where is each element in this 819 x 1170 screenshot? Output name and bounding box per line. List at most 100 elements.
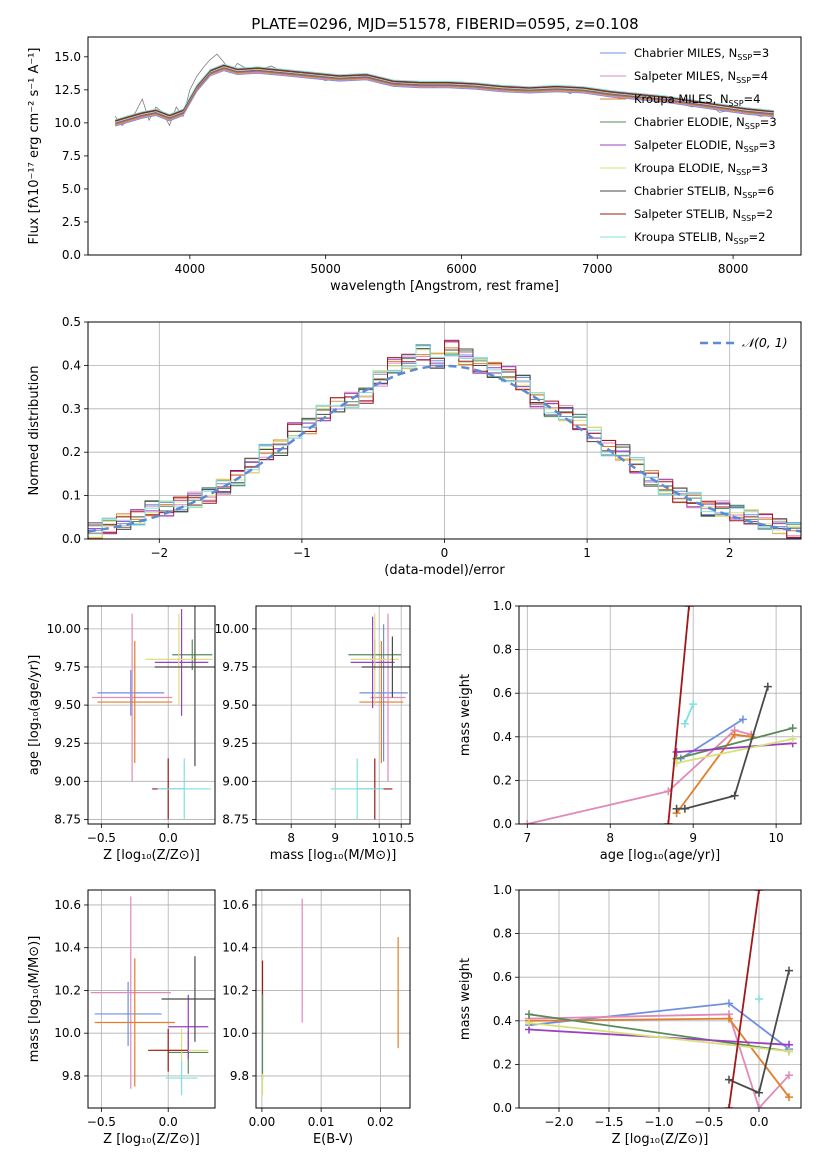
model-spectrum-line xyxy=(115,69,774,126)
weight-marker xyxy=(672,804,681,813)
legend-subscript: SSP xyxy=(742,191,757,200)
weight-line xyxy=(528,1022,790,1053)
weight-marker xyxy=(785,966,793,975)
tick-label-y: 9.25 xyxy=(222,736,249,750)
tick-label-y: 9.50 xyxy=(222,698,249,712)
tick-label-y: 10.00 xyxy=(215,622,249,636)
tick-label-x: 0.01 xyxy=(308,1115,335,1129)
model-spectrum-line xyxy=(115,70,774,127)
axis-label-y: mass weight xyxy=(458,674,473,756)
axis-label-x: E(B-V) xyxy=(313,1132,353,1147)
tick-label-y: 12.5 xyxy=(54,83,81,97)
axis-label-y: Flux [fλ10⁻¹⁷ erg cm⁻² s⁻¹ A⁻¹] xyxy=(27,48,42,245)
axes-frame xyxy=(87,321,802,540)
tick-label-x: 0.0 xyxy=(159,1115,178,1129)
tick-label-x: 2 xyxy=(726,546,734,560)
tick-label-y: 0.1 xyxy=(62,489,81,503)
tick-label-x: 9 xyxy=(689,831,697,845)
tick-label-x: −0.5 xyxy=(87,831,116,845)
tick-label-y: 0.0 xyxy=(493,1101,512,1115)
plot-area xyxy=(523,606,797,824)
tick-label-y: 10.0 xyxy=(54,116,81,130)
tick-label-y: 9.8 xyxy=(62,1069,81,1083)
weight-marker xyxy=(730,730,739,739)
weight-marker xyxy=(672,748,681,757)
axis-label-x: Z [log₁₀(Z/Z⊙)] xyxy=(103,848,200,863)
tick-label-x: −1.0 xyxy=(644,1115,673,1129)
tick-label-x: 10.5 xyxy=(388,831,415,845)
tick-label-y: 10.00 xyxy=(47,622,81,636)
panel-spectrum: 4000 5000 6000 7000 8000 0.0 2.5 5.0 7.5 10.0 12.5… xyxy=(27,36,802,294)
tick-label-y: 0.4 xyxy=(62,358,81,372)
axis-label-y: age [log₁₀(age/yr)] xyxy=(27,655,42,776)
tick-label-y: 9.00 xyxy=(54,774,81,788)
tick-label-y: 5.0 xyxy=(62,182,81,196)
tick-label-x: 10 xyxy=(372,831,387,845)
tick-label-x: 0.0 xyxy=(749,1115,768,1129)
tick-label-x: 8 xyxy=(606,831,614,845)
axis-label-y: mass [log₁₀(M/M⊙)] xyxy=(27,936,42,1063)
tick-label-x: 0 xyxy=(441,546,449,560)
weight-marker xyxy=(525,1018,533,1027)
normal-curve xyxy=(88,364,801,533)
legend-entry: Salpeter ELODIE, NSSP=3 xyxy=(634,138,776,154)
model-spectrum-line xyxy=(115,68,774,125)
weight-marker xyxy=(730,791,739,800)
tick-label-y: 0.4 xyxy=(493,1014,512,1028)
legend-entry-value: =3 xyxy=(751,161,768,175)
weight-marker xyxy=(785,1047,793,1056)
weight-marker xyxy=(725,1075,733,1084)
tick-label-y: 15.0 xyxy=(54,50,81,64)
legend-subscript: SSP xyxy=(744,145,759,154)
weight-marker xyxy=(755,890,763,894)
legend-entry: Salpeter MILES, NSSP=4 xyxy=(634,69,768,85)
weight-marker xyxy=(664,820,673,824)
weight-marker xyxy=(525,1010,533,1019)
tick-label-y: 10.6 xyxy=(222,898,249,912)
tick-label-x: 10 xyxy=(768,831,783,845)
panel-residuals: −2 −1 0 1 2 0.0 0.1 0.2 0.3 0.4 0.5 (data-model)/er… xyxy=(27,315,802,578)
tick-label-y: 0.0 xyxy=(493,817,512,831)
tick-label-y: 0.6 xyxy=(493,686,512,700)
axis-label-y: Normed distribution xyxy=(27,366,42,496)
tick-label-y: 8.75 xyxy=(54,812,81,826)
panel-weight_vs_age: 7 8 9 10 0.0 0.2 0.4 0.6 0.8 1.0 age [log₁₀(age/yr… xyxy=(458,599,802,863)
model-spectrum-line xyxy=(115,64,774,121)
axes-frame xyxy=(255,889,411,1109)
tick-label-x: 1 xyxy=(583,546,591,560)
panel-mass_vs_EBV: 0.00 0.01 0.02 9.8 10.0 10.2 10.4 10.6 E(B-V) xyxy=(222,889,411,1147)
plot-area xyxy=(88,339,801,539)
axis-label-x: (data-model)/error xyxy=(384,563,505,578)
tick-label-y: 0.8 xyxy=(493,927,512,941)
model-spectrum-line xyxy=(115,66,774,124)
tick-label-x: −1 xyxy=(293,546,311,560)
plot-area xyxy=(525,890,793,1108)
tick-label-y: 9.8 xyxy=(230,1069,249,1083)
weight-marker xyxy=(755,1088,763,1097)
tick-label-y: 0.2 xyxy=(493,1057,512,1071)
weight-marker xyxy=(685,606,694,610)
legend-entry: Kroupa ELODIE, NSSP=3 xyxy=(634,161,768,177)
axes-frame xyxy=(87,605,216,825)
tick-label-y: 10.4 xyxy=(222,941,249,955)
weight-line xyxy=(676,686,769,810)
tick-label-x: 0.0 xyxy=(159,831,178,845)
legend-subscript: SSP xyxy=(737,53,752,62)
weight-marker xyxy=(680,719,689,728)
legend-subscript: SSP xyxy=(745,122,760,131)
weight-line xyxy=(684,703,695,725)
axes-frame xyxy=(518,889,802,1109)
tick-label-y: 0.2 xyxy=(62,445,81,459)
tick-label-y: 10.0 xyxy=(54,1026,81,1040)
tick-label-x: 6000 xyxy=(446,262,477,276)
panel-age_vs_Z: −0.5 0.0 8.75 9.00 9.25 9.50 9.75 10.00 Z [log₁₀… xyxy=(27,605,216,863)
tick-label-y: 7.5 xyxy=(62,149,81,163)
legend-entry: Chabrier STELIB, NSSP=6 xyxy=(634,184,774,200)
legend: 𝒩(0, 1) xyxy=(700,335,788,350)
weight-marker xyxy=(788,734,797,743)
tick-label-y: 0.6 xyxy=(493,970,512,984)
weight-line xyxy=(680,718,744,760)
weight-marker xyxy=(788,724,797,733)
tick-label-y: 10.2 xyxy=(54,983,81,997)
